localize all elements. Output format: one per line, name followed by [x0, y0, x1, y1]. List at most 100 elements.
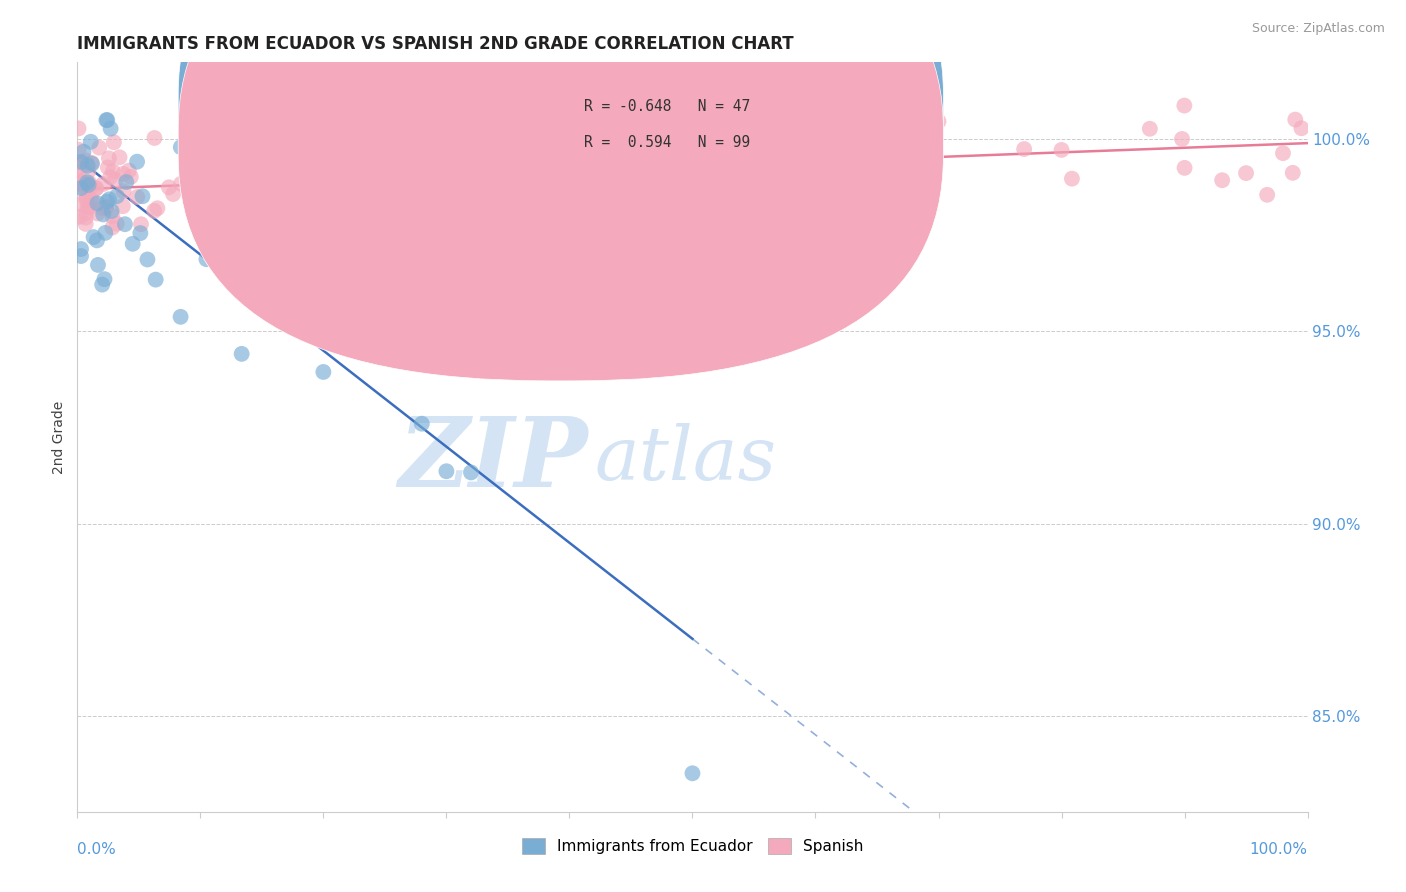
Point [77, 201, 100, 215]
Point [100, 121, 122, 136]
Text: Source: ZipAtlas.com: Source: ZipAtlas.com [1251, 22, 1385, 36]
Point [89, 141, 111, 155]
Point [170, 140, 193, 154]
Point [77, 164, 100, 178]
Point [671, 123, 693, 137]
Point [120, 169, 142, 184]
Point [558, 157, 581, 171]
Point [112, 167, 135, 181]
Point [536, 142, 558, 156]
Point [501, 157, 523, 171]
Point [101, 209, 124, 223]
Point [67, 177, 90, 191]
Point [105, 189, 128, 203]
Point [145, 272, 167, 286]
Point [111, 199, 134, 213]
Point [115, 175, 138, 189]
Point [177, 170, 200, 185]
Point [69, 210, 91, 224]
Point [70, 242, 93, 256]
Point [411, 417, 433, 431]
Point [436, 464, 458, 478]
Point [69, 165, 91, 179]
Point [1012, 142, 1035, 156]
Point [1171, 132, 1194, 146]
Point [75, 153, 97, 168]
Point [510, 159, 533, 173]
Point [103, 136, 125, 150]
Point [67, 143, 90, 157]
Point [312, 365, 335, 379]
Point [195, 252, 218, 267]
FancyBboxPatch shape [523, 75, 856, 173]
Point [928, 114, 950, 128]
FancyBboxPatch shape [179, 0, 943, 381]
Point [96, 194, 118, 209]
Point [101, 164, 124, 178]
Point [79, 192, 101, 206]
Point [1284, 112, 1306, 127]
Point [67, 121, 90, 136]
Point [1139, 121, 1161, 136]
Point [129, 226, 152, 240]
Point [108, 150, 131, 164]
Point [460, 466, 482, 480]
Point [1050, 143, 1073, 157]
Text: 100.0%: 100.0% [1250, 842, 1308, 856]
Point [1060, 171, 1083, 186]
Point [439, 184, 461, 198]
Point [1291, 121, 1313, 136]
Point [794, 158, 817, 172]
Point [91, 177, 114, 191]
Point [75, 211, 97, 225]
Point [83, 230, 105, 244]
Point [75, 193, 97, 207]
Point [170, 177, 193, 191]
Point [73, 183, 96, 197]
Point [250, 241, 273, 255]
Point [104, 173, 127, 187]
Point [1174, 161, 1197, 175]
Point [67, 174, 90, 188]
Point [868, 175, 890, 189]
Point [96, 113, 118, 128]
Point [127, 154, 149, 169]
Point [544, 168, 567, 182]
Point [70, 249, 93, 263]
Y-axis label: 2nd Grade: 2nd Grade [52, 401, 66, 474]
Text: R =  0.594   N = 99: R = 0.594 N = 99 [585, 135, 751, 150]
Point [80, 135, 103, 149]
Point [98, 170, 121, 185]
Point [1281, 166, 1303, 180]
Point [131, 189, 153, 203]
Point [711, 128, 734, 143]
Point [70, 175, 93, 189]
Point [100, 204, 122, 219]
Text: R = -0.648   N = 47: R = -0.648 N = 47 [585, 99, 751, 114]
Point [86, 233, 108, 247]
Point [91, 207, 114, 221]
Point [96, 113, 118, 128]
Point [86, 206, 108, 220]
Text: ZIP: ZIP [398, 413, 588, 507]
Point [77, 178, 100, 192]
Point [96, 200, 118, 214]
Point [67, 155, 90, 169]
Point [1256, 187, 1278, 202]
Point [70, 155, 93, 169]
Point [76, 175, 98, 189]
Point [101, 220, 124, 235]
Point [86, 196, 108, 211]
Point [803, 160, 825, 174]
Point [72, 145, 94, 159]
Point [87, 258, 110, 272]
Point [231, 347, 253, 361]
Point [384, 178, 406, 192]
Point [75, 206, 97, 220]
Text: IMMIGRANTS FROM ECUADOR VS SPANISH 2ND GRADE CORRELATION CHART: IMMIGRANTS FROM ECUADOR VS SPANISH 2ND G… [77, 35, 794, 53]
Point [1272, 146, 1295, 161]
Point [98, 192, 121, 206]
Point [157, 180, 180, 194]
Point [70, 181, 93, 195]
Point [94, 226, 117, 240]
